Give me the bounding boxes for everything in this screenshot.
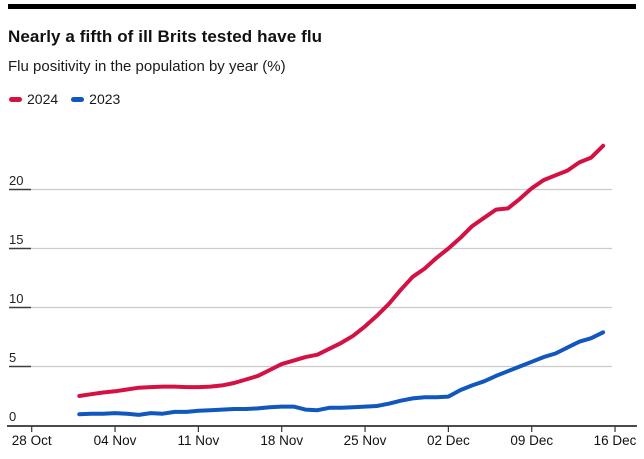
x-axis-tick-label: 28 Oct [12, 433, 52, 448]
chart-legend: 2024 2023 [9, 91, 120, 107]
y-axis-tick-label: 20 [9, 173, 23, 188]
legend-swatch-2023 [71, 96, 85, 102]
x-axis-tick-label: 11 Nov [177, 433, 219, 448]
legend-swatch-2024 [9, 96, 22, 102]
x-axis-tick-label: 09 Dec [510, 433, 553, 448]
y-axis-tick-label: 5 [9, 350, 16, 365]
y-axis-tick-label: 10 [9, 291, 23, 306]
chart-title: Nearly a fifth of ill Brits tested have … [8, 27, 323, 46]
x-axis-tick-label: 18 Nov [260, 433, 303, 448]
legend-label-2024: 2024 [27, 91, 59, 107]
x-axis-tick-label: 25 Nov [344, 433, 387, 448]
x-axis-tick-label: 04 Nov [94, 433, 137, 448]
x-axis-tick-label: 02 Dec [427, 433, 470, 448]
y-axis-tick-label: 0 [9, 409, 16, 424]
legend-item-2023: 2023 [71, 91, 120, 107]
legend-item-2024: 2024 [9, 91, 58, 107]
series-line-2024 [77, 143, 606, 398]
top-accent-bar [8, 4, 636, 9]
y-axis-tick-label: 15 [9, 232, 23, 247]
legend-label-2023: 2023 [89, 91, 121, 107]
x-axis-tick-label: 16 Dec [594, 433, 637, 448]
series-line-2023 [77, 330, 606, 417]
chart-subtitle: Flu positivity in the population by year… [8, 58, 286, 75]
